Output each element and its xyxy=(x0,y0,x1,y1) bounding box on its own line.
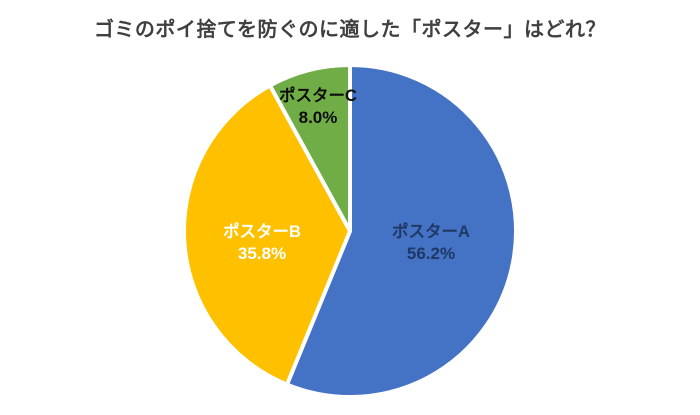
pie-slice-poster-a xyxy=(284,63,518,399)
pie-slice-poster-c xyxy=(268,63,352,233)
pie-slice-poster-b xyxy=(182,83,352,387)
chart-title: ゴミのポイ捨てを防ぐのに適した「ポスター」はどれ？ xyxy=(93,19,607,41)
